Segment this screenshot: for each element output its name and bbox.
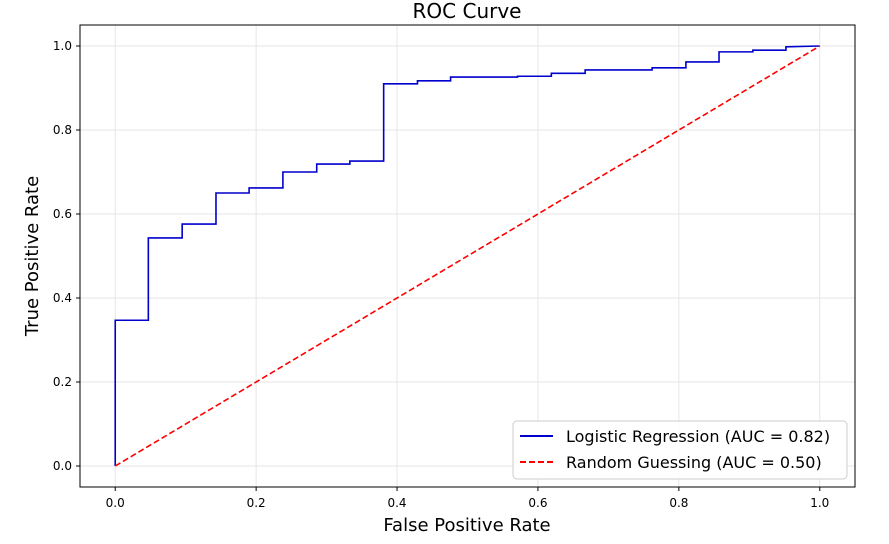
legend: Logistic Regression (AUC = 0.82) Random … [512,420,848,480]
y-tick-label: 0.2 [53,375,72,389]
y-tick-label: 0.8 [53,123,72,137]
x-tick-label: 0.4 [387,496,406,510]
x-tick-label: 0.2 [247,496,266,510]
legend-label-random-guessing: Random Guessing (AUC = 0.50) [566,453,822,472]
x-tick-label: 0.8 [669,496,688,510]
series-line-0 [114,45,820,466]
series-line-1 [114,45,821,467]
y-tick-label: 0.4 [53,291,72,305]
plot-border [79,24,856,488]
chart-title: ROC Curve [413,0,522,23]
legend-label-logistic-regression: Logistic Regression (AUC = 0.82) [566,427,830,446]
y-tick-label: 1.0 [53,39,72,53]
x-tick-label: 0.0 [106,496,125,510]
x-tick-label: 0.6 [528,496,547,510]
series-lines [114,45,821,467]
y-axis-label: True Positive Rate [22,176,43,337]
y-tick-label: 0.0 [53,459,72,473]
axis-ticks: 0.0 0.2 0.4 0.6 0.8 1.0 0.0 0.2 0.4 0.6 0.8 1.0 [53,39,829,510]
x-tick-label: 1.0 [810,496,829,510]
legend-box [512,420,848,480]
y-tick-label: 0.6 [53,207,72,221]
x-axis-label: False Positive Rate [383,515,550,536]
